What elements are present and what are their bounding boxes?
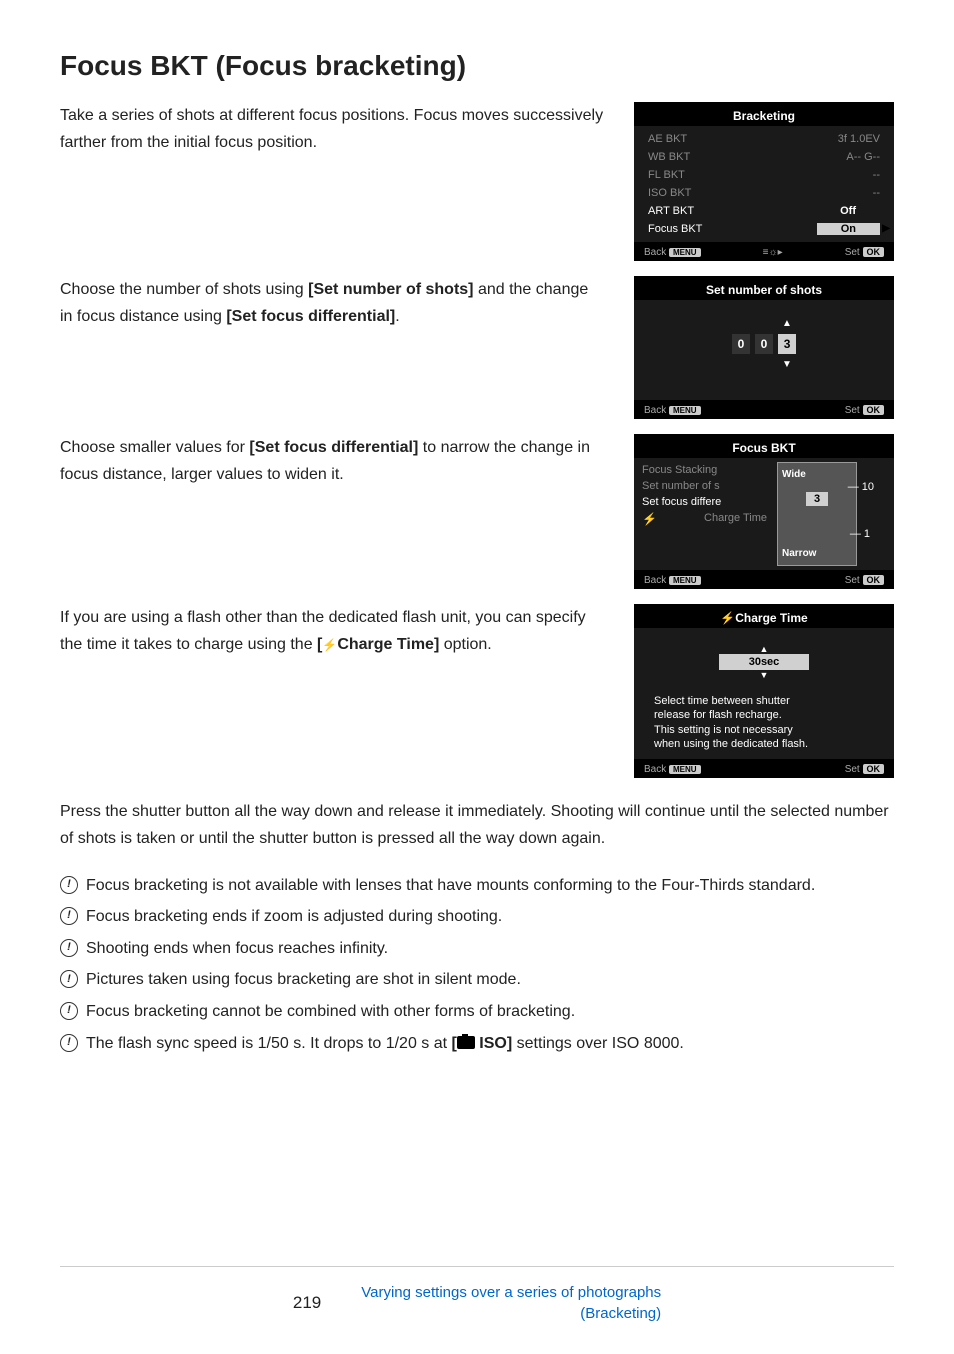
flash-icon: ⚡ <box>322 638 337 652</box>
digit-2: 3 <box>778 334 796 354</box>
charge-time-screen: ⚡Charge Time ▲ 30sec ▼ Select time betwe… <box>634 604 894 778</box>
page-footer: 219 Varying settings over a series of ph… <box>60 1266 894 1324</box>
note-6: The flash sync speed is 1/50 s. It drops… <box>86 1031 684 1057</box>
set-num-shots: Set number of s <box>642 480 720 492</box>
scale-current: 3 <box>806 492 828 506</box>
wide-label: Wide <box>782 469 852 480</box>
fl-bkt-value: -- <box>873 169 880 181</box>
charge-value: 30sec <box>719 654 810 670</box>
footer-link: Varying settings over a series of photog… <box>361 1282 661 1324</box>
iso-bkt-value: -- <box>873 187 880 199</box>
set-label: Set OK <box>845 405 884 416</box>
page-title: Focus BKT (Focus bracketing) <box>60 50 894 82</box>
charge-desc: Select time between shutter release for … <box>654 694 874 751</box>
note-icon: ! <box>60 876 78 894</box>
ae-bkt-value: 3f 1.0EV <box>838 133 880 145</box>
art-bkt-value: Off <box>816 205 880 217</box>
para2: Choose the number of shots using [Set nu… <box>60 276 604 330</box>
charge-time-item: Charge Time <box>704 512 767 526</box>
scale-1: — 1 <box>850 528 870 540</box>
scale-box: Wide — 10 3 — 1 Narrow <box>777 462 857 566</box>
shots-screen: Set number of shots ▲ 0 0 3 ▼ Back MENU … <box>634 276 894 419</box>
bracketing-screen: Bracketing AE BKT3f 1.0EV WB BKTA-- G-- … <box>634 102 894 261</box>
flash-icon: ⚡ <box>642 512 657 526</box>
focus-bkt-value: On▶ <box>817 223 880 235</box>
para4: If you are using a flash other than the … <box>60 604 604 658</box>
screen1-header: Bracketing <box>634 106 894 126</box>
back-label: Back MENU <box>644 405 701 416</box>
camera-icon <box>457 1036 475 1049</box>
iso-bkt-label: ISO BKT <box>648 187 691 199</box>
back-label: Back MENU <box>644 764 701 775</box>
focus-stacking: Focus Stacking <box>642 464 717 476</box>
screen2-header: Set number of shots <box>634 280 894 300</box>
notes-list: ! Focus bracketing is not available with … <box>60 873 894 1057</box>
arrow-down-icon: ▼ <box>654 670 874 680</box>
set-label: Set OK <box>845 575 884 586</box>
set-label: Set OK <box>845 247 884 258</box>
screen3-header: Focus BKT <box>634 438 894 458</box>
back-label: Back MENU <box>644 575 701 586</box>
wb-bkt-label: WB BKT <box>648 151 690 163</box>
digit-1: 0 <box>755 334 773 354</box>
set-focus-diff: Set focus differe <box>642 496 721 508</box>
ae-bkt-label: AE BKT <box>648 133 687 145</box>
focus-diff-screen: Focus BKT Focus Stacking Set number of s… <box>634 434 894 589</box>
scale-10: — 10 <box>848 481 874 493</box>
note-1: Focus bracketing is not available with l… <box>86 873 815 899</box>
wb-bkt-value: A-- G-- <box>846 151 880 163</box>
note-icon: ! <box>60 1002 78 1020</box>
note-icon: ! <box>60 907 78 925</box>
art-bkt-label: ART BKT <box>648 205 694 217</box>
back-label: Back MENU <box>644 247 701 258</box>
note-4: Pictures taken using focus bracketing ar… <box>86 967 521 993</box>
arrow-up-icon: ▲ <box>782 318 792 329</box>
middle-icon: ≡☼▸ <box>763 247 783 258</box>
set-label: Set OK <box>845 764 884 775</box>
note-icon: ! <box>60 939 78 957</box>
screen4-header: ⚡Charge Time <box>634 608 894 628</box>
page-number: 219 <box>293 1293 321 1313</box>
digit-0: 0 <box>732 334 750 354</box>
fl-bkt-label: FL BKT <box>648 169 685 181</box>
arrow-down-icon: ▼ <box>782 359 792 370</box>
note-3: Shooting ends when focus reaches infinit… <box>86 936 388 962</box>
flash-icon: ⚡ <box>720 611 735 625</box>
note-5: Focus bracketing cannot be combined with… <box>86 999 575 1025</box>
note-icon: ! <box>60 970 78 988</box>
note-icon: ! <box>60 1034 78 1052</box>
para3: Choose smaller values for [Set focus dif… <box>60 434 604 488</box>
para5: Press the shutter button all the way dow… <box>60 798 894 852</box>
focus-bkt-label: Focus BKT <box>648 223 702 235</box>
intro-text: Take a series of shots at different focu… <box>60 102 604 156</box>
note-2: Focus bracketing ends if zoom is adjuste… <box>86 904 502 930</box>
narrow-label: Narrow <box>782 548 852 559</box>
arrow-up-icon: ▲ <box>654 644 874 654</box>
